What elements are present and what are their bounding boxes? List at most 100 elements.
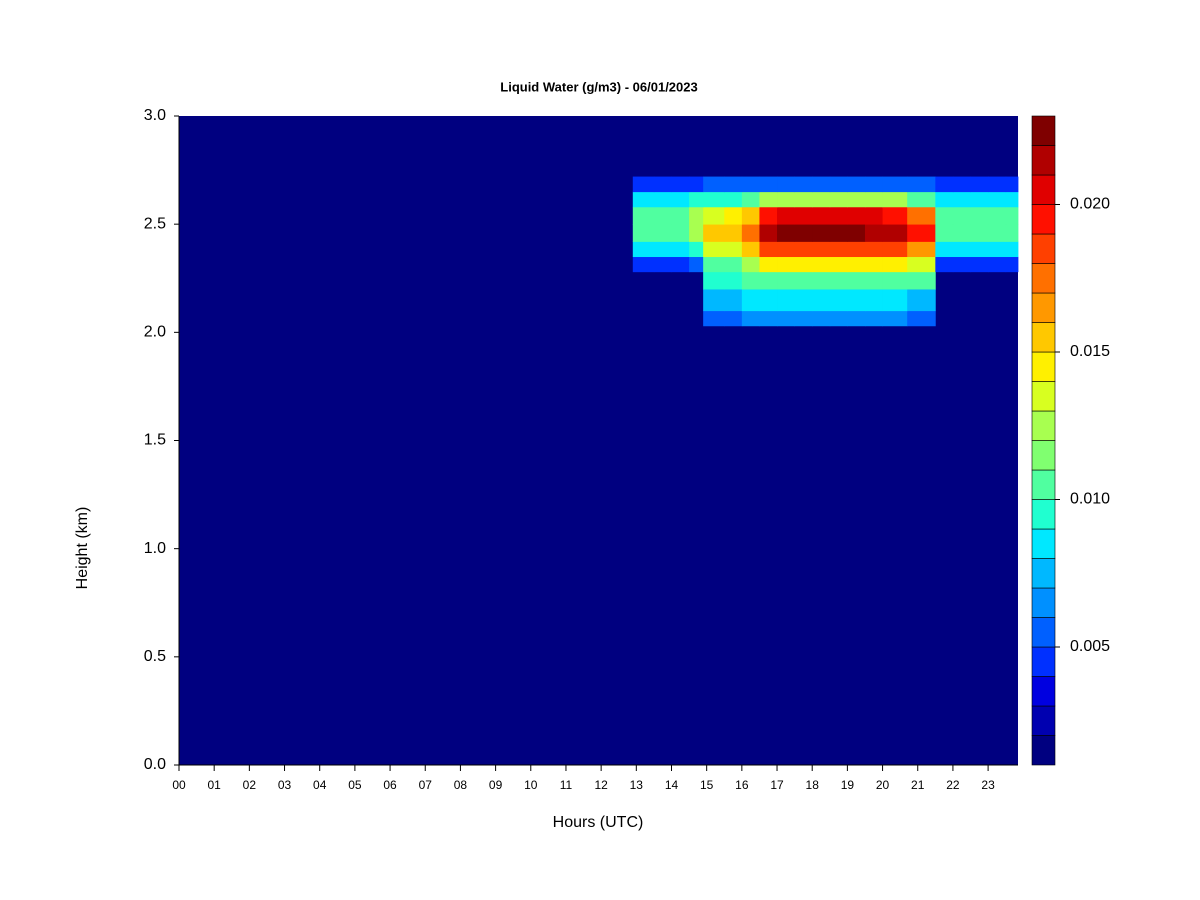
colorbar-tick-label: 0.010: [1070, 491, 1110, 508]
colorbar-band: [1031, 145, 1056, 176]
x-tick-label: 11: [560, 778, 573, 792]
heat-cell: [777, 310, 796, 327]
heat-cell: [829, 191, 848, 208]
heat-cell: [907, 289, 936, 312]
x-tick-label: 00: [172, 778, 186, 792]
heat-cell: [988, 256, 1007, 273]
heat-cell: [724, 191, 743, 208]
colorbar-tick-label: 0.015: [1070, 343, 1110, 360]
heat-cell: [864, 289, 883, 312]
heat-cell: [671, 191, 690, 208]
x-tick-label: 20: [876, 778, 890, 792]
y-tick-label: 2.0: [144, 324, 166, 341]
heat-cell: [812, 191, 831, 208]
heat-cell: [689, 256, 704, 273]
heat-cell: [812, 256, 831, 273]
heat-cell: [741, 224, 760, 242]
heat-cell: [689, 224, 704, 242]
heat-cell: [970, 206, 989, 225]
heat-cell: [777, 289, 796, 312]
heat-cell: [759, 206, 778, 225]
x-tick-label: 08: [454, 778, 468, 792]
x-tick-label: 01: [207, 778, 221, 792]
heat-cell: [671, 224, 690, 242]
heat-cell: [653, 256, 672, 273]
heat-cell: [882, 206, 908, 225]
heat-cell: [847, 176, 866, 193]
heat-cell: [1005, 241, 1019, 258]
heat-cell: [882, 241, 908, 258]
heat-cell: [935, 191, 954, 208]
heat-cell: [847, 256, 866, 273]
heat-cell: [812, 289, 831, 312]
heat-cell: [741, 271, 760, 290]
heat-cell: [632, 241, 655, 258]
heat-cell: [653, 206, 672, 225]
heat-cell: [724, 176, 743, 193]
heat-cell: [794, 224, 813, 242]
heat-cell: [907, 271, 936, 290]
colorbar-band: [1031, 528, 1056, 559]
heat-cell: [935, 256, 954, 273]
heat-cell: [829, 310, 848, 327]
y-tick-label: 2.5: [144, 215, 166, 232]
x-tick-label: 23: [981, 778, 995, 792]
heat-cell: [907, 310, 936, 327]
colorbar-band: [1031, 381, 1056, 412]
heat-cell: [864, 271, 883, 290]
colorbar-band: [1031, 558, 1056, 589]
heat-cell: [952, 224, 971, 242]
heat-cell: [970, 191, 989, 208]
heat-cell: [777, 224, 796, 242]
heat-cell: [632, 224, 655, 242]
heat-cell: [882, 310, 908, 327]
colorbar-band: [1031, 646, 1056, 677]
heat-cell: [935, 206, 954, 225]
heat-cell: [882, 256, 908, 273]
colorbar-band: [1031, 322, 1056, 353]
x-tick-label: 12: [594, 778, 608, 792]
heat-cell: [724, 310, 743, 327]
heat-cell: [703, 176, 725, 193]
heat-cell: [847, 271, 866, 290]
heat-cell: [829, 206, 848, 225]
heat-cell: [741, 310, 760, 327]
heat-cell: [759, 289, 778, 312]
heat-cell: [952, 241, 971, 258]
heat-cell: [812, 271, 831, 290]
heat-cell: [882, 224, 908, 242]
x-tick-label: 15: [700, 778, 714, 792]
heat-cell: [777, 256, 796, 273]
heat-cell: [952, 256, 971, 273]
heat-cell: [829, 176, 848, 193]
x-tick-label: 04: [313, 778, 327, 792]
colorbar-tick-label: 0.005: [1070, 638, 1110, 655]
heat-cell: [759, 256, 778, 273]
colorbar-band: [1031, 233, 1056, 264]
heat-cell: [777, 241, 796, 258]
heat-cell: [777, 206, 796, 225]
heat-cell: [794, 256, 813, 273]
heat-cell: [988, 224, 1007, 242]
heat-cell: [703, 310, 725, 327]
heat-cell: [741, 289, 760, 312]
heat-cell: [741, 241, 760, 258]
heat-cell: [882, 191, 908, 208]
heat-cell: [1005, 256, 1019, 273]
heat-cell: [632, 176, 655, 193]
heat-cell: [794, 289, 813, 312]
heat-cell: [847, 191, 866, 208]
heat-cell: [988, 241, 1007, 258]
y-tick-label: 3.0: [144, 107, 166, 124]
heat-cell: [794, 241, 813, 258]
heat-cell: [689, 176, 704, 193]
heat-cell: [703, 224, 725, 242]
x-tick-label: 16: [735, 778, 749, 792]
colorbar-band: [1031, 115, 1056, 146]
heat-cell: [882, 271, 908, 290]
y-tick-label: 1.0: [144, 540, 166, 557]
heat-cell: [952, 191, 971, 208]
heat-cell: [847, 241, 866, 258]
heat-cell: [724, 241, 743, 258]
colorbar-band: [1031, 292, 1056, 323]
